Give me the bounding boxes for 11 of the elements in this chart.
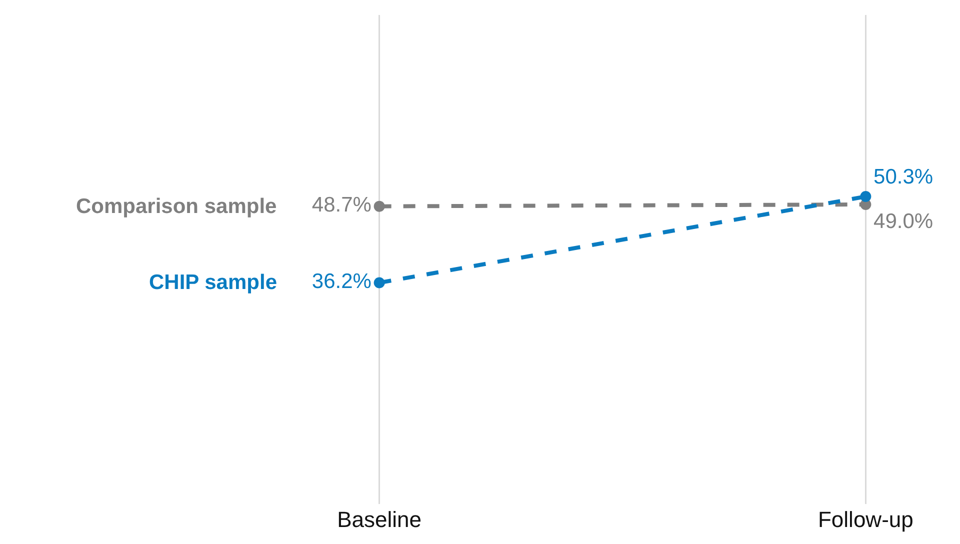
data-label: 48.7% xyxy=(312,194,372,217)
text: Comparison sample xyxy=(76,195,277,218)
text: CHIP sample xyxy=(149,271,277,294)
data-label: 36.2% xyxy=(312,270,372,293)
point xyxy=(374,200,385,212)
point xyxy=(374,277,385,288)
x-tick-label: Follow-up xyxy=(818,507,914,532)
data-label: 49.0% xyxy=(874,210,934,234)
x-tick-label: Baseline xyxy=(337,507,422,532)
point xyxy=(860,191,872,202)
data-label: 50.3% xyxy=(874,165,934,188)
